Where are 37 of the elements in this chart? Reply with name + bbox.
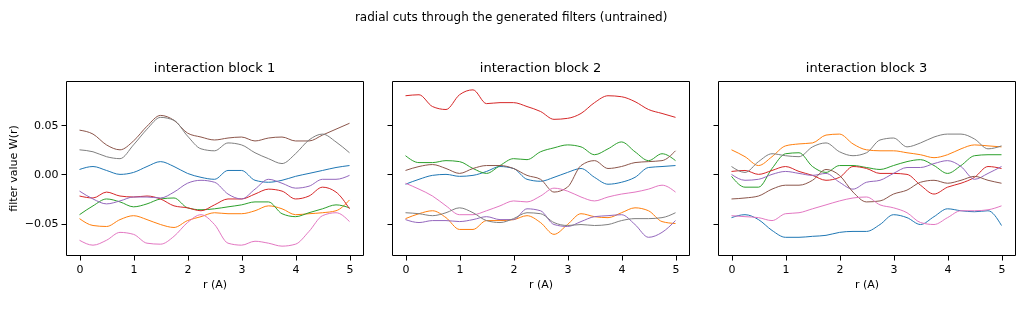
line-series (79, 199, 350, 228)
chart-title: interaction block 3 (805, 60, 928, 75)
text: radial cuts through the generated filters (untrained) (354, 9, 668, 24)
x-tick-label: 4 (618, 262, 626, 276)
x-tick-label: 4 (292, 262, 300, 276)
x-tick-label: 2 (836, 262, 844, 276)
line-series (79, 161, 350, 183)
x-tick-label: 1 (130, 262, 138, 276)
x-tick-label: 0 (728, 262, 736, 276)
line-series (79, 186, 350, 212)
x-tick-label: 3 (564, 262, 572, 276)
x-axis-title: r (A) (528, 277, 554, 291)
y-tick-label: 0.00 (34, 167, 59, 181)
x-tick-label: 0 (76, 262, 84, 276)
line-series (79, 174, 350, 205)
x-axis-title: r (A) (202, 277, 228, 291)
x-axis-title: r (A) (854, 277, 880, 291)
x-tick-label: 1 (456, 262, 464, 276)
x-tick-label: 0 (402, 262, 410, 276)
x-tick-label: 4 (944, 262, 952, 276)
x-tick-label: 5 (672, 262, 680, 276)
line-series (79, 114, 350, 151)
line-series (79, 197, 350, 218)
x-tick-label: 5 (346, 262, 354, 276)
x-tick-label: 2 (184, 262, 192, 276)
line-series (79, 116, 350, 165)
x-tick-label: 5 (998, 262, 1006, 276)
x-tick-label: 1 (782, 262, 790, 276)
y-axis-title: filter value W(r) (6, 125, 20, 212)
x-tick-label: 2 (510, 262, 518, 276)
line-series (79, 212, 350, 247)
x-tick-label: 3 (890, 262, 898, 276)
x-tick-label: 3 (238, 262, 246, 276)
y-tick-label: −0.05 (24, 217, 59, 231)
chart-title: interaction block 2 (479, 60, 602, 75)
chart-title: interaction block 1 (153, 60, 276, 75)
y-tick-label: 0.05 (34, 118, 59, 132)
